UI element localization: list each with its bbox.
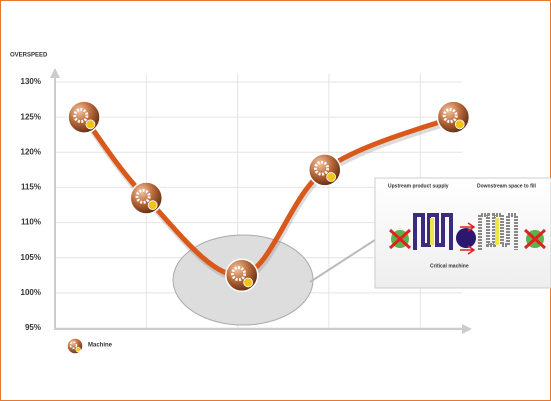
gear — [73, 108, 89, 124]
marker-ball — [129, 181, 164, 215]
marker-ball — [67, 100, 101, 134]
callout-downstream: Downstream space to fill — [477, 183, 537, 189]
gear — [314, 160, 330, 176]
marker-ball — [436, 100, 471, 134]
gear-small — [75, 346, 81, 353]
callout-upstream: Upstream product supply — [388, 183, 449, 189]
point-marker — [308, 153, 342, 187]
y-tick-label: 125% — [21, 112, 41, 121]
gear — [442, 108, 458, 124]
y-tick-label: 115% — [21, 183, 41, 192]
callout-critical: Critical machine — [430, 263, 469, 269]
gear-small — [243, 277, 254, 288]
icon — [523, 228, 547, 250]
icon — [413, 213, 453, 250]
gear — [69, 341, 78, 349]
gear-small — [454, 119, 465, 130]
point-marker — [129, 181, 164, 215]
point-marker — [436, 100, 471, 134]
y-tick-label: 105% — [21, 253, 41, 262]
legend-label: Machine — [88, 343, 113, 349]
gear-small — [85, 119, 96, 130]
point-marker — [67, 100, 101, 134]
icon — [388, 228, 412, 250]
marker-ball — [225, 258, 259, 293]
icon — [460, 222, 476, 255]
y-tick-label: 120% — [21, 147, 41, 156]
legend-item: Machine — [66, 337, 113, 355]
icon — [478, 213, 518, 250]
marker-ball — [308, 153, 342, 187]
x-arrow — [462, 324, 472, 334]
gear — [231, 266, 247, 282]
y-arrow — [50, 68, 60, 78]
gear-small — [147, 200, 158, 211]
y-tick-label: 110% — [21, 218, 41, 227]
y-axis-label: OVERSPEED — [10, 53, 48, 59]
callout-connector — [309, 237, 379, 283]
y-tick-label: 95% — [25, 323, 41, 332]
y-tick-label: 100% — [21, 288, 41, 297]
marker-ball — [66, 337, 84, 355]
callout-box: Upstream product supply Downstream space… — [374, 177, 551, 289]
point-marker — [225, 258, 259, 293]
y-tick-label: 130% — [21, 77, 41, 86]
gear — [135, 188, 151, 204]
gear-small — [326, 172, 337, 182]
icon — [456, 228, 476, 248]
